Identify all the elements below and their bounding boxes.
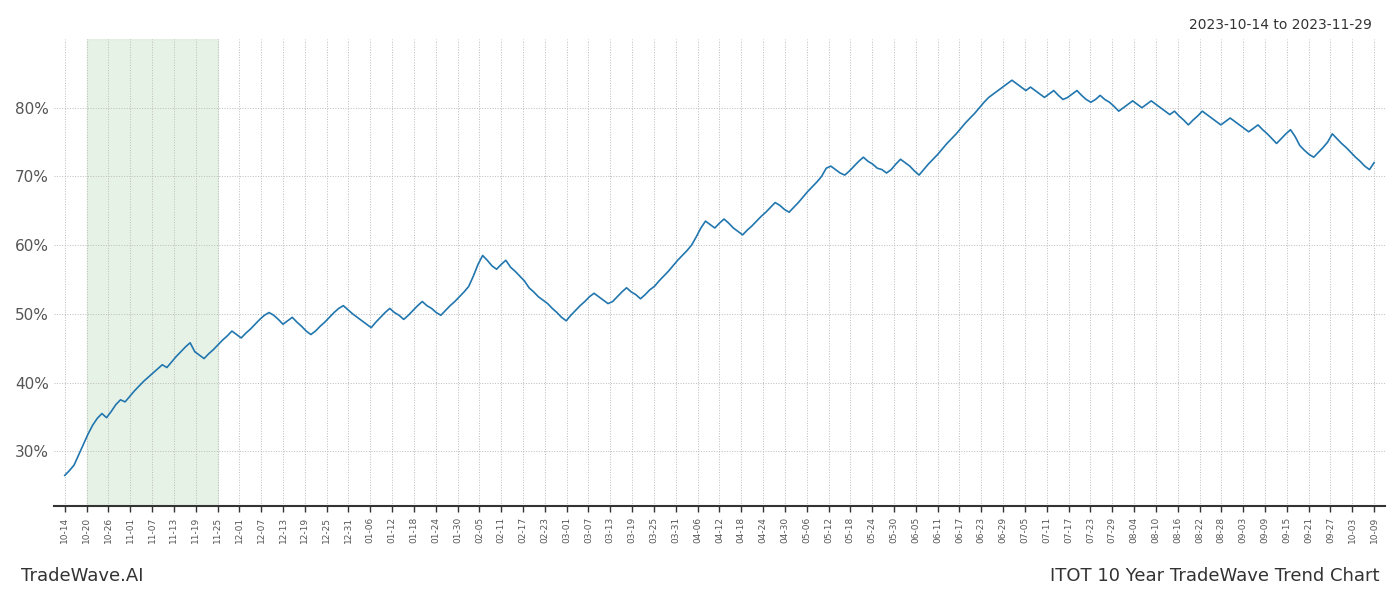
Text: ITOT 10 Year TradeWave Trend Chart: ITOT 10 Year TradeWave Trend Chart <box>1050 567 1379 585</box>
Text: TradeWave.AI: TradeWave.AI <box>21 567 143 585</box>
Text: 2023-10-14 to 2023-11-29: 2023-10-14 to 2023-11-29 <box>1189 18 1372 32</box>
Bar <box>87 39 217 506</box>
